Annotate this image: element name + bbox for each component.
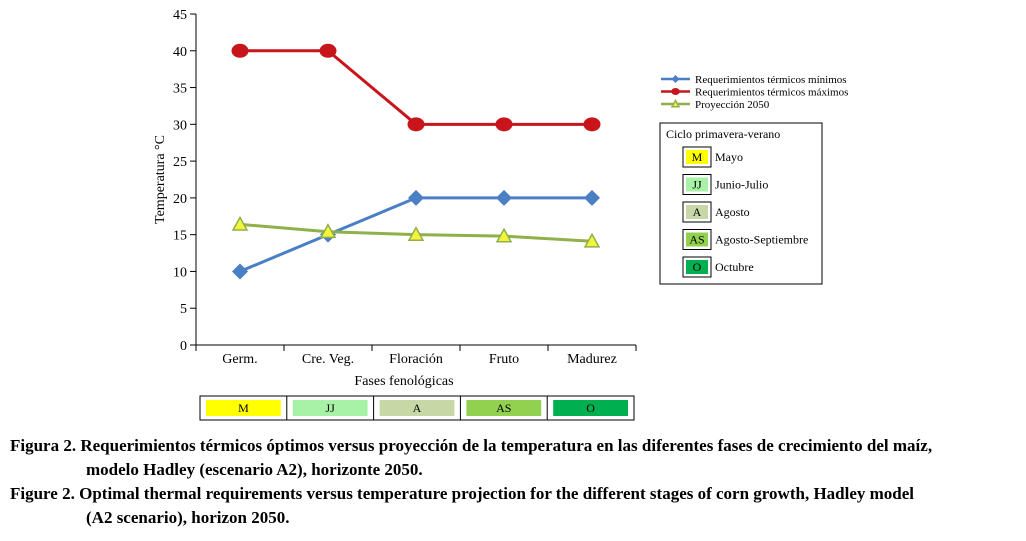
ciclo-swatch-code: O: [693, 260, 702, 274]
stage-band-fill: [466, 400, 542, 416]
data-point: [495, 117, 513, 132]
legend-label: Proyección 2050: [695, 99, 770, 111]
ciclo-swatch-label: Agosto: [715, 205, 750, 219]
ciclo-legend-item: M Mayo: [682, 146, 743, 168]
stage-band-code: A: [413, 401, 422, 415]
y-tick-label: 0: [180, 339, 187, 354]
stage-band-fill: [206, 400, 281, 416]
ciclo-swatch: [686, 205, 708, 219]
y-tick-label: 20: [173, 192, 187, 207]
x-tick-label: Madurez: [567, 352, 617, 367]
caption-spanish: Figura 2. Requerimientos térmicos óptimo…: [10, 434, 932, 482]
y-axis-label: Temperatura °C: [153, 135, 168, 224]
data-point: [232, 263, 248, 280]
data-point: [495, 227, 513, 243]
data-point: [583, 117, 601, 132]
ciclo-legend-item: JJ Junio-Julio: [682, 174, 768, 195]
ciclo-legend-title: Ciclo primavera-verano: [666, 127, 780, 141]
caption-es-text-1: Requerimientos térmicos óptimos versus p…: [80, 436, 933, 455]
stage-band-code: JJ: [326, 401, 336, 415]
caption-en-lead: Figure 2.: [10, 484, 75, 503]
ciclo-swatch-code: AS: [689, 233, 704, 247]
caption-english: Figure 2. Optimal thermal requirements v…: [10, 482, 914, 530]
stage-band-cell: JJ: [286, 396, 368, 420]
y-tick-label: 15: [173, 229, 187, 244]
series-line: [240, 49, 592, 126]
y-tick-label: 10: [173, 265, 187, 280]
y-tick-label: 45: [173, 8, 187, 23]
ciclo-swatch-label: Agosto-Septiembre: [715, 233, 808, 247]
caption-en-text-2: (A2 scenario), horizon 2050.: [86, 508, 290, 527]
ciclo-legend-item: A Agosto: [682, 201, 750, 223]
ciclo-swatch: [686, 177, 708, 192]
y-tick-label: 5: [180, 302, 187, 317]
ciclo-swatch: [686, 260, 708, 274]
ciclo-legend: Ciclo primavera-verano M Mayo JJ Junio-Julio…: [659, 122, 823, 285]
data-point: [671, 88, 680, 95]
data-point: [496, 189, 512, 206]
ciclo-swatch: [686, 232, 708, 247]
x-tick-label: Floración: [389, 352, 443, 367]
legend-item: Proyección 2050: [661, 98, 770, 111]
ciclo-swatch-code: JJ: [692, 178, 702, 192]
legend-item: Requerimientos térmicos máximos: [661, 87, 848, 99]
stage-band-cell: AS: [459, 396, 542, 420]
data-point: [407, 226, 425, 242]
data-point: [319, 223, 337, 239]
data-point: [408, 189, 424, 206]
data-point: [319, 43, 337, 58]
stage-band-code: M: [238, 401, 249, 415]
data-point: [583, 232, 601, 248]
x-tick-label: Cre. Veg.: [302, 352, 354, 367]
y-tick-label: 30: [173, 118, 187, 133]
stage-band-code: AS: [496, 401, 511, 415]
chart-axes: 0 5 10 15 20 25 30 35 40 45 Germ. Cre. Veg. Floració…: [153, 8, 637, 389]
data-point: [671, 75, 680, 83]
stage-band-fill: [553, 400, 628, 416]
legend-item: Requerimientos térmicos mínimos: [661, 74, 847, 86]
caption-en-text-1: Optimal thermal requirements versus temp…: [79, 484, 915, 503]
legend-label: Requerimientos térmicos mínimos: [695, 74, 847, 86]
x-tick-label: Fruto: [489, 352, 519, 367]
y-tick-label: 25: [173, 155, 187, 170]
legend-label: Requerimientos térmicos máximos: [695, 87, 848, 99]
caption-es-text-2: modelo Hadley (escenario A2), horizonte …: [86, 460, 423, 479]
ciclo-swatch-label: Mayo: [715, 150, 743, 164]
stage-band-cell: M: [206, 400, 281, 416]
stage-band-code: O: [586, 401, 595, 415]
y-tick-label: 35: [173, 82, 187, 97]
ciclo-swatch: [686, 150, 708, 164]
stage-band-fill: [292, 400, 368, 416]
caption-es-lead: Figura 2.: [10, 436, 77, 455]
ciclo-swatch-code: M: [692, 150, 703, 164]
data-point: [584, 189, 600, 206]
stage-band: M JJ A AS O: [199, 395, 635, 421]
series: [231, 215, 601, 248]
stage-band-fill: [379, 400, 455, 416]
data-point: [407, 117, 425, 132]
x-tick-label: Germ.: [222, 352, 257, 367]
series: [231, 43, 601, 132]
y-tick-label: 40: [173, 45, 187, 60]
data-point: [231, 43, 249, 58]
data-point: [670, 98, 681, 108]
ciclo-legend-item: AS Agosto-Septiembre: [682, 229, 808, 250]
ciclo-legend-item: O Octubre: [682, 256, 754, 278]
ciclo-swatch-code: A: [693, 205, 702, 219]
x-axis-label: Fases fenológicas: [354, 374, 453, 389]
chart: 0 5 10 15 20 25 30 35 40 45 Germ. Cre. Veg. Floració…: [153, 8, 848, 421]
chart-series: [231, 43, 601, 280]
series-legend: Requerimientos térmicos mínimosRequerimi…: [661, 74, 848, 111]
ciclo-swatch-label: Junio-Julio: [715, 178, 768, 192]
stage-band-cell: A: [373, 396, 455, 420]
data-point: [231, 215, 249, 231]
stage-band-cell: O: [546, 396, 628, 420]
ciclo-swatch-label: Octubre: [715, 260, 754, 274]
